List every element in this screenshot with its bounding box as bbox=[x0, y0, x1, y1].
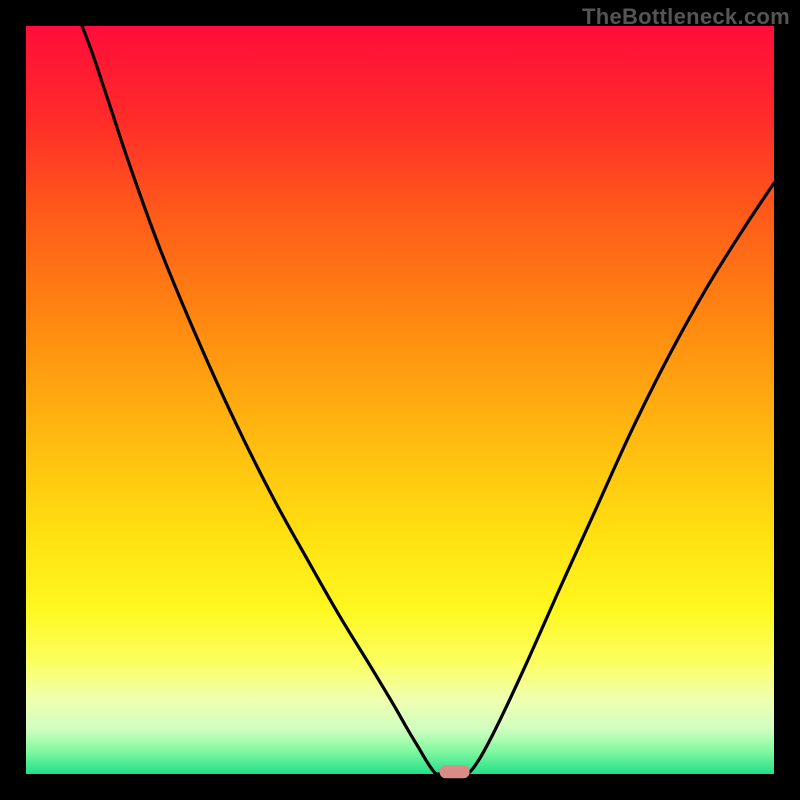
plot-background bbox=[26, 26, 774, 774]
bottleneck-chart bbox=[0, 0, 800, 800]
chart-container: TheBottleneck.com bbox=[0, 0, 800, 800]
optimal-point-marker bbox=[440, 765, 470, 778]
watermark-text: TheBottleneck.com bbox=[582, 4, 790, 30]
